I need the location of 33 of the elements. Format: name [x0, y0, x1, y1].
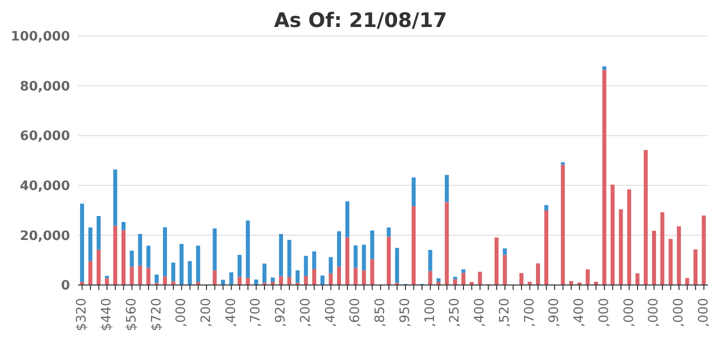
x-tick-label: ,000	[671, 298, 686, 327]
x-tick-label: ,400	[323, 298, 338, 327]
x-tick-label: ,700	[248, 298, 264, 327]
x-tick-label: ,000	[622, 298, 637, 327]
y-tick-label: 20,000	[20, 228, 70, 244]
y-tick-label: 100,000	[10, 30, 70, 45]
x-tick-label: $720	[149, 298, 164, 332]
x-tick-label: ,850	[373, 298, 388, 327]
x-tick-label: ,200	[198, 298, 214, 327]
x-tick-label: $560	[124, 298, 140, 332]
chart-title: As Of: 21/08/17	[274, 8, 448, 32]
x-tick-label: ,950	[398, 298, 413, 327]
y-tick-label: 0	[60, 278, 70, 294]
x-tick-label: ,400	[224, 298, 239, 327]
x-tick-label: ,200	[298, 298, 314, 327]
x-tick-label: ,920	[274, 298, 289, 327]
y-tick-label: 40,000	[20, 179, 70, 194]
x-tick-label: ,250	[448, 298, 463, 327]
x-tick-label: ,400	[472, 298, 488, 327]
x-tick-label: ,520	[497, 298, 512, 327]
x-tick-label: ,000	[646, 298, 662, 327]
x-tick-label: ,600	[348, 298, 364, 327]
x-tick-label: ,400	[572, 298, 588, 327]
x-tick-label: $440	[100, 298, 115, 332]
x-tick-label: ,000	[174, 298, 190, 327]
x-tick-label: $320	[74, 298, 90, 332]
x-tick-label: ,700	[522, 298, 538, 327]
x-tick-label: ,100	[422, 298, 438, 327]
y-tick-label: 60,000	[20, 129, 70, 144]
x-tick-label: ,900	[547, 298, 562, 327]
y-tick-label: 80,000	[20, 79, 70, 94]
x-tick-label: ,000	[596, 298, 612, 327]
x-tick-label: ,000	[696, 298, 712, 327]
